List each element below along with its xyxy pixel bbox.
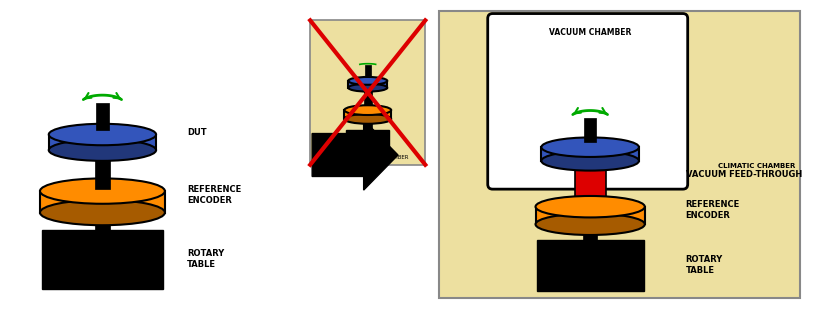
- FancyBboxPatch shape: [488, 14, 688, 189]
- Text: VACUUM FEED-THROUGH: VACUUM FEED-THROUGH: [686, 170, 802, 179]
- Bar: [583, 228, 597, 240]
- Text: ROTARY
TABLE: ROTARY TABLE: [187, 249, 224, 269]
- Polygon shape: [541, 147, 639, 161]
- Text: CLIMATIC / VACUUM CHAMBER: CLIMATIC / VACUUM CHAMBER: [327, 155, 409, 160]
- Polygon shape: [344, 110, 391, 119]
- Bar: [96, 103, 109, 130]
- Bar: [95, 156, 111, 189]
- Text: REFERENCE
ENCODER: REFERENCE ENCODER: [187, 185, 242, 205]
- Text: REFERENCE
ENCODER: REFERENCE ENCODER: [686, 200, 740, 220]
- Ellipse shape: [344, 105, 391, 115]
- Ellipse shape: [348, 84, 387, 91]
- Bar: [95, 216, 111, 230]
- Bar: [584, 162, 596, 167]
- Bar: [42, 230, 163, 289]
- Text: VACUUM CHAMBER: VACUUM CHAMBER: [549, 28, 631, 37]
- Ellipse shape: [535, 196, 645, 217]
- Bar: [364, 91, 371, 108]
- Polygon shape: [40, 191, 165, 213]
- Text: CLIMATIC CHAMBER: CLIMATIC CHAMBER: [718, 163, 795, 169]
- Text: DUT: DUT: [187, 128, 207, 137]
- Polygon shape: [348, 81, 387, 88]
- Ellipse shape: [40, 179, 165, 204]
- Bar: [574, 162, 606, 203]
- Ellipse shape: [541, 137, 639, 157]
- Polygon shape: [535, 207, 645, 224]
- Polygon shape: [49, 135, 156, 150]
- Text: ROTARY
TABLE: ROTARY TABLE: [686, 255, 723, 275]
- Ellipse shape: [49, 140, 156, 161]
- Bar: [365, 65, 370, 77]
- Bar: [439, 11, 800, 299]
- Ellipse shape: [535, 214, 645, 235]
- Bar: [584, 118, 596, 142]
- Ellipse shape: [49, 124, 156, 145]
- Ellipse shape: [348, 77, 387, 85]
- Bar: [364, 122, 371, 130]
- Ellipse shape: [344, 114, 391, 124]
- Ellipse shape: [40, 200, 165, 225]
- Polygon shape: [312, 120, 398, 190]
- Bar: [310, 20, 426, 165]
- Bar: [346, 130, 389, 157]
- Bar: [536, 240, 644, 290]
- Ellipse shape: [541, 151, 639, 171]
